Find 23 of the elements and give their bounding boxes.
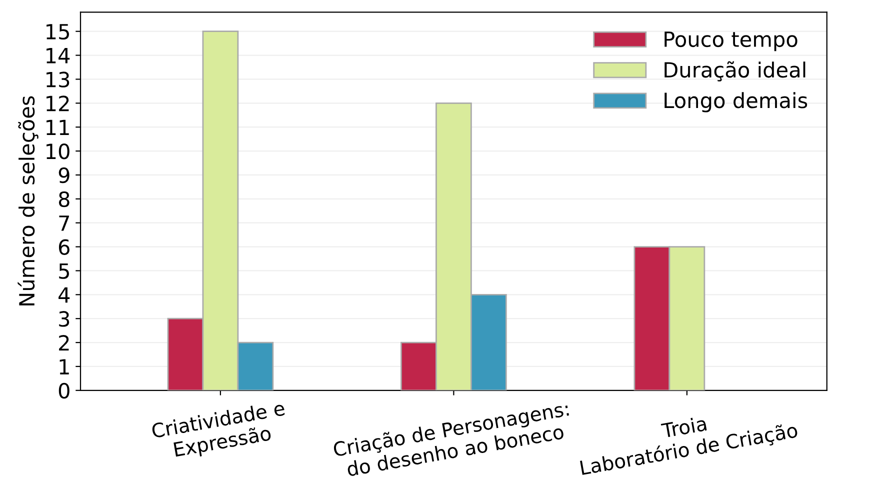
y-tick-label: 8 xyxy=(58,191,70,208)
y-tick-label: 5 xyxy=(59,263,69,279)
y-tick-label: 1 xyxy=(60,359,69,374)
y-tick-label: 6 xyxy=(58,239,70,255)
y-tick-label: 15 xyxy=(46,24,69,40)
y-tick-label: 9 xyxy=(58,167,70,184)
legend-label: Pouco tempo xyxy=(664,32,798,52)
y-tick-label: 0 xyxy=(58,382,70,399)
y-axis-title: Número de seleções xyxy=(18,96,38,306)
legend-label: Duração ideal xyxy=(664,61,806,82)
y-tick-label: 3 xyxy=(59,311,70,327)
y-tick-label: 11 xyxy=(46,120,69,136)
y-tick-label: 12 xyxy=(46,96,69,112)
x-tick-label: Criação de Personagens: do desenho ao boneco xyxy=(332,400,570,477)
x-tick-label: Criatividade e Expressão xyxy=(151,400,286,461)
y-tick-label: 2 xyxy=(59,334,69,350)
y-tick-label: 7 xyxy=(59,216,69,231)
y-tick-label: 13 xyxy=(46,72,70,88)
y-tick-label: 4 xyxy=(58,287,70,303)
x-tick-label: Troia Laboratório de Criação xyxy=(580,416,799,479)
legend-label: Longo demais xyxy=(664,92,808,112)
y-tick-label: 10 xyxy=(46,143,70,160)
y-tick-label: 14 xyxy=(46,48,70,64)
